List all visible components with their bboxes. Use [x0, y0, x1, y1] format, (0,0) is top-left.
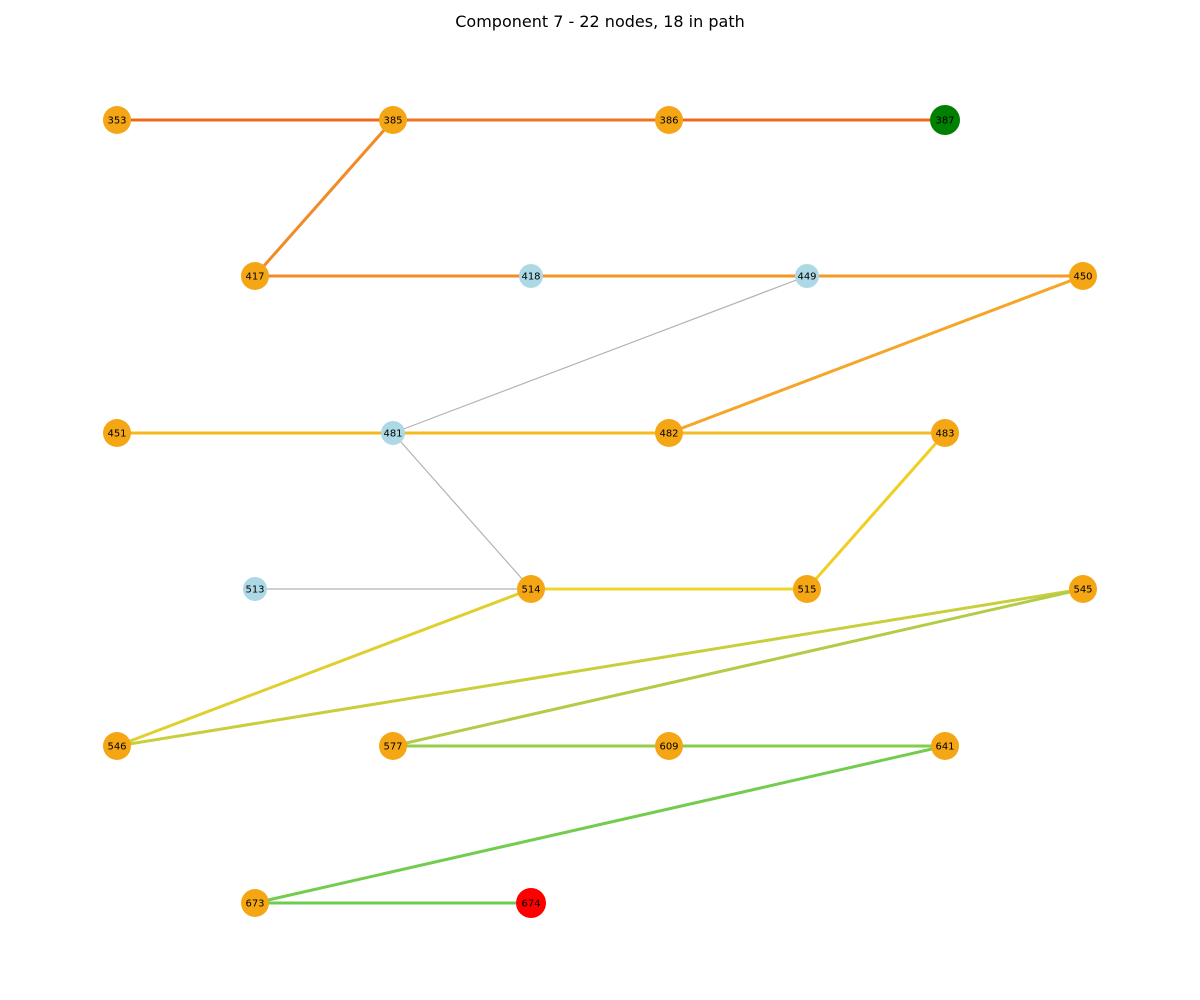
- node-label: 609: [659, 742, 678, 753]
- node-circle: [655, 106, 683, 134]
- node-circle: [655, 732, 683, 760]
- node-label: 417: [245, 272, 264, 283]
- node-418: 418: [519, 264, 543, 288]
- node-label: 353: [107, 116, 126, 127]
- node-circle: [381, 421, 405, 445]
- node-circle: [103, 732, 131, 760]
- node-641: 641: [931, 732, 959, 760]
- node-label: 386: [659, 116, 678, 127]
- node-450: 450: [1069, 262, 1097, 290]
- node-label: 483: [935, 429, 954, 440]
- node-353: 353: [103, 106, 131, 134]
- node-circle: [931, 419, 959, 447]
- edge-514-546: [115, 587, 533, 748]
- edge-641-673: [253, 744, 947, 905]
- node-circle: [103, 419, 131, 447]
- node-label: 482: [659, 429, 678, 440]
- node-label: 481: [383, 429, 402, 440]
- node-label: 385: [383, 116, 402, 127]
- node-circle: [241, 262, 269, 290]
- node-514: 514: [517, 575, 545, 603]
- node-387: 387: [930, 105, 960, 135]
- node-label: 577: [383, 742, 402, 753]
- edge-483-515: [805, 431, 947, 591]
- node-circle: [655, 419, 683, 447]
- edge-450-482: [667, 274, 1085, 435]
- node-circle: [1069, 575, 1097, 603]
- node-483: 483: [931, 419, 959, 447]
- node-label: 514: [521, 585, 540, 596]
- node-label: 513: [245, 585, 264, 596]
- node-circle: [243, 577, 267, 601]
- node-417: 417: [241, 262, 269, 290]
- node-circle: [379, 732, 407, 760]
- node-546: 546: [103, 732, 131, 760]
- node-577: 577: [379, 732, 407, 760]
- node-482: 482: [655, 419, 683, 447]
- node-layer: 353 385 386 387 417 418 449 450 451 481 482 483 513 5…: [103, 105, 1097, 918]
- node-label: 387: [935, 116, 954, 127]
- node-481: 481: [381, 421, 405, 445]
- node-circle: [793, 575, 821, 603]
- node-circle: [103, 106, 131, 134]
- node-circle: [1069, 262, 1097, 290]
- node-609: 609: [655, 732, 683, 760]
- node-label: 451: [107, 429, 126, 440]
- node-label: 449: [797, 272, 816, 283]
- node-386: 386: [655, 106, 683, 134]
- node-label: 641: [935, 742, 954, 753]
- node-circle: [931, 732, 959, 760]
- node-673: 673: [241, 889, 269, 917]
- chart-title: Component 7 - 22 nodes, 18 in path: [455, 12, 745, 31]
- edge-385-417: [253, 118, 395, 278]
- node-545: 545: [1069, 575, 1097, 603]
- node-circle: [795, 264, 819, 288]
- node-label: 450: [1073, 272, 1092, 283]
- edge-layer: [115, 118, 1085, 905]
- node-circle: [930, 105, 960, 135]
- node-circle: [241, 889, 269, 917]
- node-449: 449: [795, 264, 819, 288]
- node-circle: [517, 575, 545, 603]
- node-label: 673: [245, 899, 264, 910]
- node-circle: [516, 888, 546, 918]
- edge-481-514: [392, 432, 532, 590]
- node-label: 545: [1073, 585, 1092, 596]
- node-circle: [379, 106, 407, 134]
- node-label: 546: [107, 742, 126, 753]
- node-451: 451: [103, 419, 131, 447]
- node-label: 515: [797, 585, 816, 596]
- node-circle: [519, 264, 543, 288]
- edge-545-577: [391, 587, 1085, 748]
- node-label: 418: [521, 272, 540, 283]
- edge-449-481: [392, 275, 808, 434]
- node-515: 515: [793, 575, 821, 603]
- node-513: 513: [243, 577, 267, 601]
- node-674: 674: [516, 888, 546, 918]
- edge-546-545: [115, 587, 1085, 748]
- node-385: 385: [379, 106, 407, 134]
- node-label: 674: [521, 899, 540, 910]
